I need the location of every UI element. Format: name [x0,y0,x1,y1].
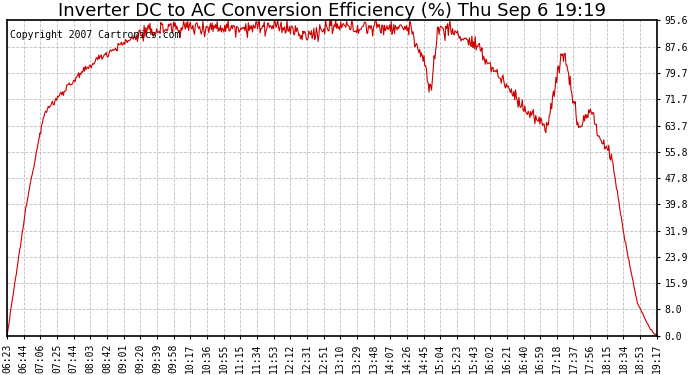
Title: Inverter DC to AC Conversion Efficiency (%) Thu Sep 6 19:19: Inverter DC to AC Conversion Efficiency … [58,2,606,20]
Text: Copyright 2007 Cartronics.com: Copyright 2007 Cartronics.com [10,30,181,40]
